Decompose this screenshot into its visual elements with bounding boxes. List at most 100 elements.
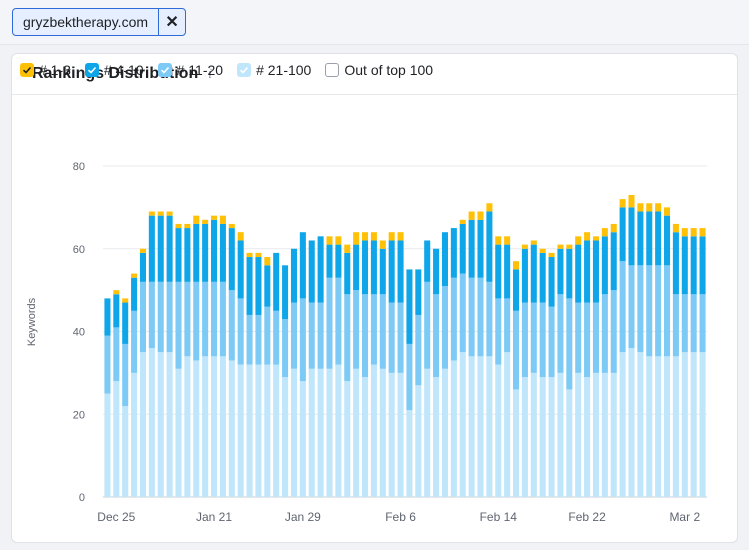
- bar-segment[interactable]: [406, 343, 413, 411]
- bar-segment[interactable]: [433, 248, 440, 295]
- legend-item[interactable]: Out of top 100: [325, 62, 433, 78]
- bar-segment[interactable]: [193, 223, 200, 282]
- bar-segment[interactable]: [530, 240, 537, 245]
- bar-segment[interactable]: [655, 203, 662, 212]
- bar-segment[interactable]: [486, 356, 493, 497]
- bar-segment[interactable]: [246, 314, 253, 365]
- bar-segment[interactable]: [113, 294, 120, 328]
- bar-segment[interactable]: [575, 244, 582, 303]
- bar-segment[interactable]: [308, 302, 315, 369]
- bar-segment[interactable]: [575, 372, 582, 497]
- bar-segment[interactable]: [530, 302, 537, 373]
- bar-segment[interactable]: [175, 228, 182, 282]
- bar-segment[interactable]: [122, 298, 129, 303]
- bar-segment[interactable]: [228, 228, 235, 291]
- bar-segment[interactable]: [228, 223, 235, 229]
- bar-segment[interactable]: [344, 381, 351, 497]
- bar-segment[interactable]: [601, 294, 608, 373]
- bar-segment[interactable]: [388, 232, 395, 241]
- bar-segment[interactable]: [521, 377, 528, 497]
- bar-segment[interactable]: [495, 298, 502, 365]
- bar-segment[interactable]: [326, 236, 333, 245]
- bar-segment[interactable]: [664, 265, 671, 357]
- bar-segment[interactable]: [610, 372, 617, 497]
- bar-segment[interactable]: [397, 240, 404, 303]
- bar-segment[interactable]: [646, 211, 653, 266]
- bar-segment[interactable]: [655, 211, 662, 266]
- bar-segment[interactable]: [690, 228, 697, 237]
- bar-segment[interactable]: [468, 356, 475, 497]
- bar-segment[interactable]: [202, 356, 209, 497]
- bar-segment[interactable]: [344, 294, 351, 382]
- bar-segment[interactable]: [219, 215, 226, 224]
- bar-segment[interactable]: [335, 244, 342, 278]
- bar-segment[interactable]: [557, 244, 564, 249]
- bar-segment[interactable]: [273, 252, 280, 311]
- bar-segment[interactable]: [388, 302, 395, 373]
- bar-segment[interactable]: [406, 269, 413, 344]
- bar-segment[interactable]: [255, 314, 262, 365]
- bar-segment[interactable]: [202, 223, 209, 282]
- info-icon[interactable]: i: [208, 66, 213, 82]
- bar-segment[interactable]: [592, 372, 599, 497]
- legend-item[interactable]: # 21-100: [237, 62, 311, 78]
- bar-segment[interactable]: [184, 281, 191, 357]
- bar-segment[interactable]: [264, 265, 271, 307]
- bar-segment[interactable]: [672, 356, 679, 497]
- bar-segment[interactable]: [370, 364, 377, 497]
- bar-segment[interactable]: [264, 257, 271, 266]
- bar-segment[interactable]: [113, 290, 120, 295]
- bar-segment[interactable]: [113, 381, 120, 497]
- legend-checkbox-checked[interactable]: [237, 63, 252, 77]
- bar-segment[interactable]: [566, 248, 573, 299]
- bar-segment[interactable]: [388, 372, 395, 497]
- bar-segment[interactable]: [441, 285, 448, 369]
- bar-segment[interactable]: [646, 203, 653, 212]
- bar-segment[interactable]: [521, 302, 528, 378]
- bar-segment[interactable]: [628, 207, 635, 266]
- bar-segment[interactable]: [362, 240, 369, 295]
- bar-segment[interactable]: [353, 244, 360, 291]
- bar-segment[interactable]: [424, 240, 431, 282]
- bar-segment[interactable]: [690, 294, 697, 353]
- bar-segment[interactable]: [148, 348, 155, 497]
- bar-segment[interactable]: [584, 302, 591, 378]
- bar-segment[interactable]: [157, 211, 164, 216]
- bar-segment[interactable]: [513, 310, 520, 390]
- bar-segment[interactable]: [681, 228, 688, 237]
- bar-segment[interactable]: [317, 236, 324, 303]
- bar-segment[interactable]: [175, 368, 182, 497]
- bar-segment[interactable]: [211, 219, 218, 282]
- bar-segment[interactable]: [326, 244, 333, 278]
- bar-segment[interactable]: [637, 265, 644, 353]
- bar-segment[interactable]: [122, 343, 129, 406]
- bar-segment[interactable]: [637, 211, 644, 266]
- bar-segment[interactable]: [592, 236, 599, 241]
- bar-segment[interactable]: [690, 352, 697, 497]
- bar-segment[interactable]: [166, 352, 173, 497]
- bar-segment[interactable]: [664, 207, 671, 216]
- bar-segment[interactable]: [219, 356, 226, 497]
- bar-segment[interactable]: [592, 240, 599, 303]
- bar-segment[interactable]: [504, 298, 511, 353]
- bar-segment[interactable]: [575, 302, 582, 373]
- bar-segment[interactable]: [619, 207, 626, 262]
- bar-segment[interactable]: [539, 377, 546, 497]
- bar-segment[interactable]: [672, 232, 679, 295]
- bar-segment[interactable]: [477, 211, 484, 220]
- bar-segment[interactable]: [433, 294, 440, 378]
- bar-segment[interactable]: [219, 223, 226, 282]
- bar-segment[interactable]: [646, 356, 653, 497]
- bar-segment[interactable]: [353, 368, 360, 497]
- bar-segment[interactable]: [619, 199, 626, 208]
- bar-segment[interactable]: [344, 252, 351, 295]
- bar-segment[interactable]: [131, 372, 138, 497]
- bar-segment[interactable]: [699, 352, 706, 497]
- bar-segment[interactable]: [104, 393, 111, 497]
- bar-segment[interactable]: [246, 364, 253, 497]
- bar-segment[interactable]: [299, 232, 306, 299]
- bar-segment[interactable]: [184, 223, 191, 229]
- bar-segment[interactable]: [139, 248, 146, 253]
- bar-segment[interactable]: [592, 302, 599, 373]
- bar-segment[interactable]: [628, 265, 635, 349]
